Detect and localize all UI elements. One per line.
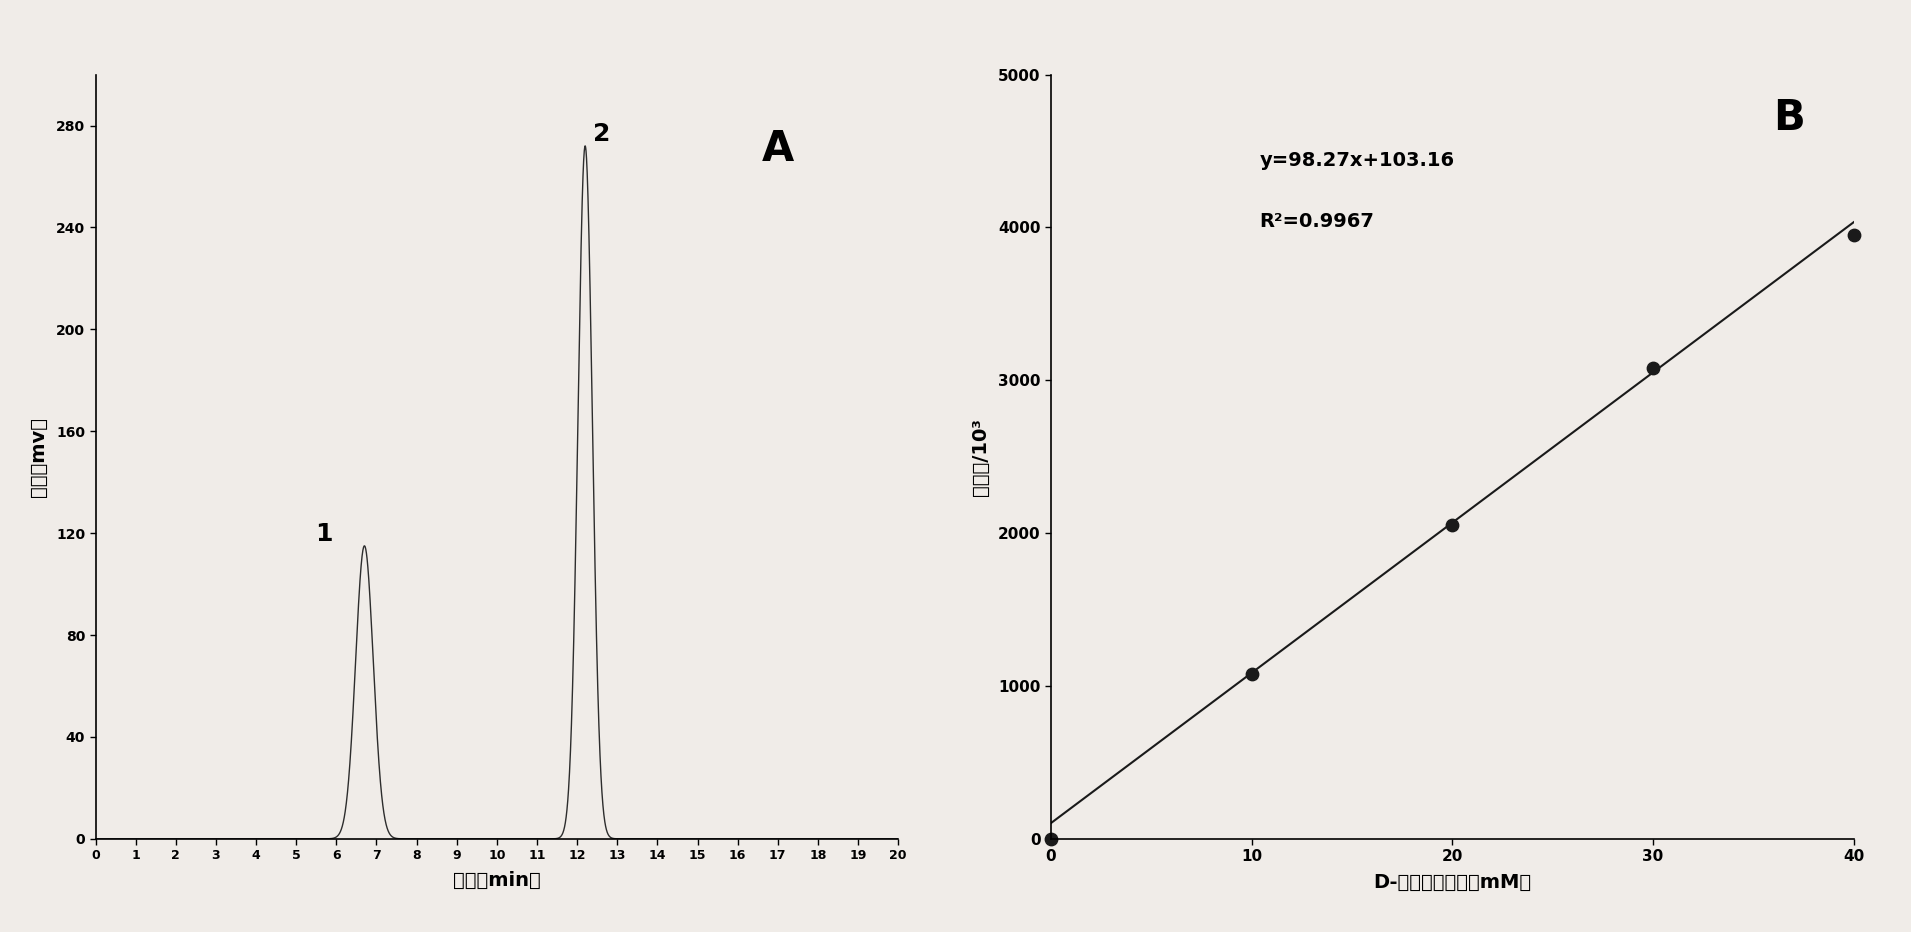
Y-axis label: 电压（mv）: 电压（mv） [29,417,48,497]
X-axis label: D-半脖氨酸浓度（mM）: D-半脖氨酸浓度（mM） [1374,872,1531,892]
Point [1838,227,1869,242]
Text: A: A [762,128,793,170]
Point [1236,666,1267,681]
Point [1036,831,1066,846]
Text: B: B [1773,98,1806,140]
Y-axis label: 峰面积/10³: 峰面积/10³ [971,418,990,496]
Text: y=98.27x+103.16: y=98.27x+103.16 [1259,151,1454,170]
Text: R²=0.9967: R²=0.9967 [1259,212,1374,231]
X-axis label: 时间（min）: 时间（min） [453,870,541,889]
Text: 1: 1 [315,522,333,546]
Text: 2: 2 [592,122,610,146]
Point [1638,361,1668,376]
Point [1437,518,1468,533]
